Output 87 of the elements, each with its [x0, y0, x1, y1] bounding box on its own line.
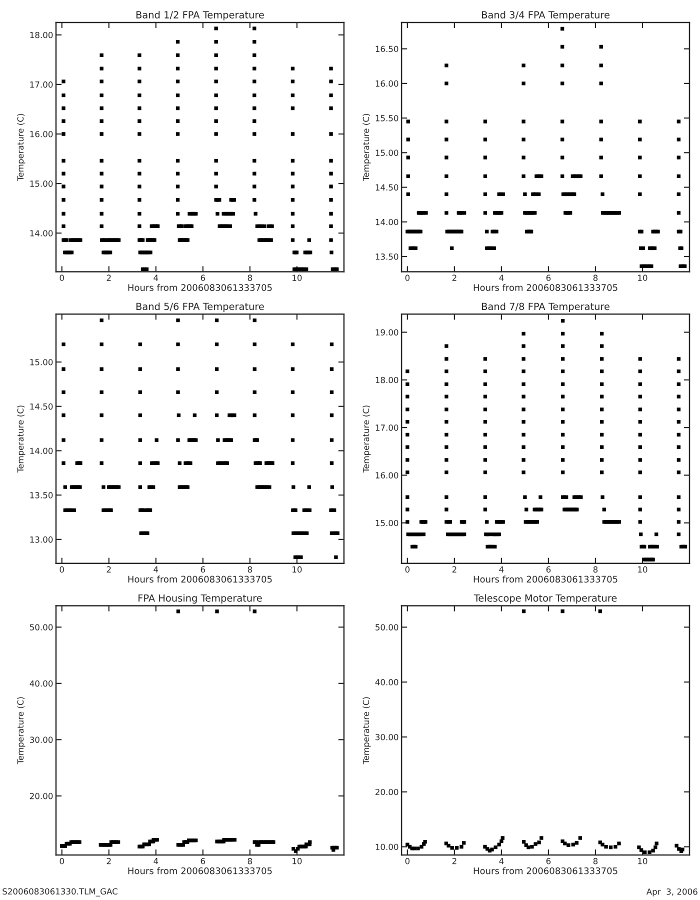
x-tick-label: 2 — [452, 274, 456, 281]
x-tick-label: 4 — [499, 858, 504, 864]
x-tick-label: 6 — [200, 566, 206, 573]
y-tick-label: 19.00 — [376, 329, 398, 336]
x-tick-label: 10 — [638, 858, 648, 864]
y-tick-label: 14.50 — [376, 184, 398, 191]
y-tick-label: 30.00 — [30, 736, 53, 743]
y-tick-label: 16.00 — [376, 472, 398, 478]
y-axis-title: Temperature (C) — [17, 114, 26, 182]
x-tick-label: 6 — [546, 566, 551, 573]
x-tick-label: 10 — [292, 566, 302, 573]
y-tick-label: 16.00 — [30, 130, 53, 138]
y-axis-title: Temperature (C) — [362, 406, 371, 473]
x-tick-label: 8 — [593, 858, 598, 864]
x-tick-label: 2 — [106, 858, 111, 864]
x-tick-label: 0 — [60, 274, 64, 281]
y-axis-title: Temperature (C) — [17, 406, 26, 473]
x-tick-label: 4 — [154, 566, 158, 572]
y-tick-label: 17.00 — [30, 81, 53, 88]
x-tick-label: 0 — [405, 274, 410, 281]
y-tick-label: 50.00 — [376, 624, 398, 630]
x-tick-label: 0 — [60, 858, 64, 864]
x-tick-label: 8 — [248, 858, 252, 864]
x-tick-label: 2 — [106, 274, 111, 281]
x-tick-label: 8 — [248, 274, 252, 281]
chart-title: Telescope Motor Temperature — [474, 594, 617, 604]
x-axis-title: Hours from 2006083061333705 — [128, 576, 272, 583]
x-tick-label: 0 — [60, 566, 64, 573]
x-tick-label: 4 — [154, 274, 158, 281]
y-tick-label: 15.00 — [376, 520, 398, 526]
x-tick-label: 2 — [452, 566, 456, 572]
y-tick-label: 40.00 — [375, 679, 398, 686]
chart-title: FPA Housing Temperature — [138, 594, 262, 604]
x-tick-label: 10 — [292, 274, 302, 281]
y-tick-label: 15.00 — [376, 150, 398, 156]
x-tick-label: 6 — [200, 274, 206, 281]
y-tick-label: 16.00 — [376, 80, 398, 87]
x-tick-label: 6 — [546, 858, 551, 864]
x-tick-label: 2 — [452, 858, 456, 864]
x-tick-label: 8 — [593, 274, 598, 281]
x-axis-title: Hours from 2006083061333705 — [474, 284, 618, 291]
x-tick-label: 4 — [499, 566, 504, 572]
y-tick-label: 40.00 — [30, 680, 53, 687]
y-tick-label: 20.00 — [30, 792, 53, 800]
x-tick-label: 10 — [638, 566, 648, 573]
y-tick-label: 13.50 — [30, 492, 53, 498]
x-tick-label: 0 — [405, 566, 410, 573]
y-tick-label: 15.50 — [376, 115, 398, 122]
x-axis-title: Hours from 2006083061333705 — [128, 867, 272, 874]
y-tick-label: 20.00 — [376, 788, 398, 796]
y-tick-label: 18.00 — [30, 32, 53, 38]
y-tick-label: 14.00 — [30, 448, 53, 454]
x-tick-label: 4 — [499, 274, 504, 281]
x-tick-label: 2 — [106, 566, 111, 572]
x-axis-title: Hours from 2006083061333705 — [128, 284, 272, 291]
y-tick-label: 13.00 — [30, 536, 53, 543]
x-tick-label: 10 — [292, 858, 302, 864]
y-tick-label: 15.00 — [30, 180, 53, 187]
x-tick-label: 8 — [248, 566, 252, 573]
y-tick-label: 30.00 — [376, 734, 398, 740]
x-tick-label: 6 — [546, 274, 551, 281]
y-tick-label: 14.00 — [30, 230, 53, 236]
x-tick-label: 0 — [405, 858, 410, 864]
y-tick-label: 16.50 — [376, 46, 398, 52]
y-axis-title: Temperature (C) — [17, 697, 26, 764]
x-tick-label: 4 — [154, 858, 158, 864]
text: Apr 3, 2006 — [646, 888, 698, 896]
chart-title: Band 7/8 FPA Temperature — [482, 302, 610, 312]
y-tick-label: 13.50 — [376, 254, 398, 260]
x-tick-label: 10 — [638, 274, 648, 281]
chart-title: Band 5/6 FPA Temperature — [136, 302, 264, 312]
y-tick-label: 18.00 — [376, 376, 398, 384]
y-tick-label: 15.00 — [30, 359, 53, 366]
y-tick-label: 17.00 — [376, 424, 398, 431]
x-tick-label: 6 — [200, 858, 206, 864]
text: S2006083061330.TLM_GAC — [2, 888, 118, 896]
y-tick-label: 10.00 — [376, 844, 398, 850]
y-axis-title: Temperature (C) — [362, 114, 371, 182]
x-tick-label: 8 — [593, 566, 598, 573]
y-axis-title: Temperature (C) — [362, 697, 371, 764]
y-tick-label: 50.00 — [30, 624, 53, 630]
x-axis-title: Hours from 2006083061333705 — [474, 867, 618, 874]
y-tick-label: 14.50 — [30, 403, 53, 410]
chart-title: Band 1/2 FPA Temperature — [136, 10, 264, 20]
chart-title: Band 3/4 FPA Temperature — [482, 10, 610, 20]
x-axis-title: Hours from 2006083061333705 — [474, 576, 618, 583]
y-tick-label: 14.00 — [376, 218, 398, 226]
